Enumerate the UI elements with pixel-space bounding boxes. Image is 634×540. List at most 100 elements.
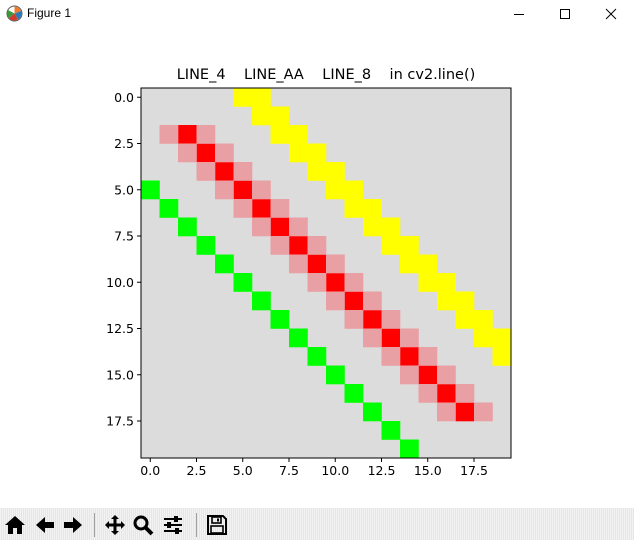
pixel-cell	[326, 180, 345, 200]
y-tick-label: 17.5	[106, 414, 134, 429]
maximize-icon	[560, 9, 570, 19]
pixel-cell	[215, 162, 234, 181]
x-axis: 0.0 2.5 5.0 7.5 10.0 12.5 15.0 17.5	[140, 458, 488, 478]
y-tick-label: 15.0	[106, 367, 134, 382]
pixel-cell	[400, 254, 419, 274]
pixel-cell	[455, 310, 475, 329]
arrow-left-icon	[36, 517, 54, 533]
pixel-cell	[344, 273, 364, 292]
pixel-cell	[437, 402, 456, 422]
pixel-cell	[270, 106, 290, 126]
pixel-cell	[307, 143, 327, 163]
pixel-cell	[344, 384, 364, 403]
pixel-cell	[326, 162, 345, 181]
figure-canvas[interactable]: LINE_4 LINE_AA LINE_8 in cv2.line() 0.0 2…	[0, 28, 634, 508]
arrow-right-icon	[64, 517, 82, 533]
navigation-toolbar	[0, 508, 634, 540]
back-button[interactable]	[32, 512, 58, 538]
pixel-cell	[178, 143, 197, 163]
pixel-cell	[381, 347, 401, 366]
pixel-cell	[344, 199, 364, 218]
pixel-cell	[252, 217, 271, 237]
minimize-button[interactable]	[496, 0, 542, 28]
pixel-cell	[418, 384, 438, 403]
window-title: Figure 1	[27, 6, 72, 20]
pixel-cell	[363, 328, 382, 348]
pixel-cell	[455, 291, 475, 311]
pixel-cell	[196, 162, 216, 181]
zoom-button[interactable]	[130, 512, 156, 538]
pixel-cell	[178, 217, 197, 237]
pixel-cell	[381, 217, 401, 237]
pixel-cell	[307, 236, 327, 255]
pan-button[interactable]	[102, 512, 128, 538]
y-axis: 0.0 2.5 5.0 7.5 10.0 12.5 15.0 17.5	[106, 90, 141, 429]
forward-button[interactable]	[60, 512, 86, 538]
pixel-cell	[437, 291, 456, 311]
pixel-cell	[215, 143, 234, 163]
home-icon	[5, 516, 25, 534]
pixel-cell	[233, 199, 253, 218]
pixel-cell	[307, 273, 327, 292]
save-button[interactable]	[204, 512, 230, 538]
pixel-cell	[492, 328, 512, 348]
y-tick-label: 12.5	[106, 321, 134, 336]
pixel-cell	[196, 236, 216, 255]
pixel-cell	[252, 291, 271, 311]
configure-subplots-button[interactable]	[160, 512, 186, 538]
pixel-cell	[233, 180, 253, 200]
pixel-cell	[159, 199, 179, 218]
plot-svg[interactable]: LINE_4 LINE_AA LINE_8 in cv2.line() 0.0 2…	[0, 28, 634, 508]
x-tick-label: 0.0	[140, 463, 160, 478]
pixel-cell	[215, 180, 234, 200]
pixel-cell	[418, 365, 438, 385]
magnifier-icon	[133, 515, 154, 536]
pixel-cell	[400, 328, 419, 348]
pixel-cell	[233, 273, 253, 292]
pixel-cell	[270, 236, 290, 255]
pixel-cell	[289, 236, 308, 255]
pixel-cell	[363, 402, 382, 422]
pixel-cell	[252, 106, 271, 126]
pixel-cell	[270, 125, 290, 144]
pixel-cell	[418, 254, 438, 274]
y-tick-label: 7.5	[114, 229, 134, 244]
pixel-cell	[233, 88, 253, 107]
x-tick-label: 5.0	[233, 463, 253, 478]
y-tick-label: 0.0	[114, 90, 134, 105]
pixel-cell	[159, 125, 179, 144]
pixel-cell	[418, 273, 438, 292]
maximize-button[interactable]	[542, 0, 588, 28]
close-icon	[605, 8, 617, 20]
x-tick-label: 12.5	[368, 463, 396, 478]
pixel-cell	[381, 421, 401, 440]
x-tick-label: 15.0	[414, 463, 442, 478]
pixel-cell	[363, 310, 382, 329]
pixel-cell	[289, 254, 308, 274]
pixel-cell	[307, 347, 327, 366]
pixel-cell	[252, 199, 271, 218]
pixel-cell	[344, 180, 364, 200]
pixel-cell	[326, 254, 345, 274]
pixel-cell	[381, 310, 401, 329]
pixel-cell	[289, 217, 308, 237]
pixel-cell	[196, 125, 216, 144]
home-button[interactable]	[2, 512, 28, 538]
pixel-cell	[418, 347, 438, 366]
pixel-cell	[492, 347, 512, 366]
pixel-cell	[363, 217, 382, 237]
pixel-cell	[307, 162, 327, 181]
matplotlib-app-icon	[6, 5, 23, 22]
pixel-cell	[289, 125, 308, 144]
pixel-cell	[400, 439, 419, 459]
pixel-cell	[400, 347, 419, 366]
pixel-cell	[474, 402, 493, 422]
close-button[interactable]	[588, 0, 634, 28]
move-icon	[105, 515, 125, 535]
pixel-cell	[178, 125, 197, 144]
pixel-cell	[437, 365, 456, 385]
pixel-layer	[141, 88, 512, 459]
pixel-cell	[270, 310, 290, 329]
toolbar-separator	[196, 513, 197, 537]
pixel-cell	[270, 199, 290, 218]
